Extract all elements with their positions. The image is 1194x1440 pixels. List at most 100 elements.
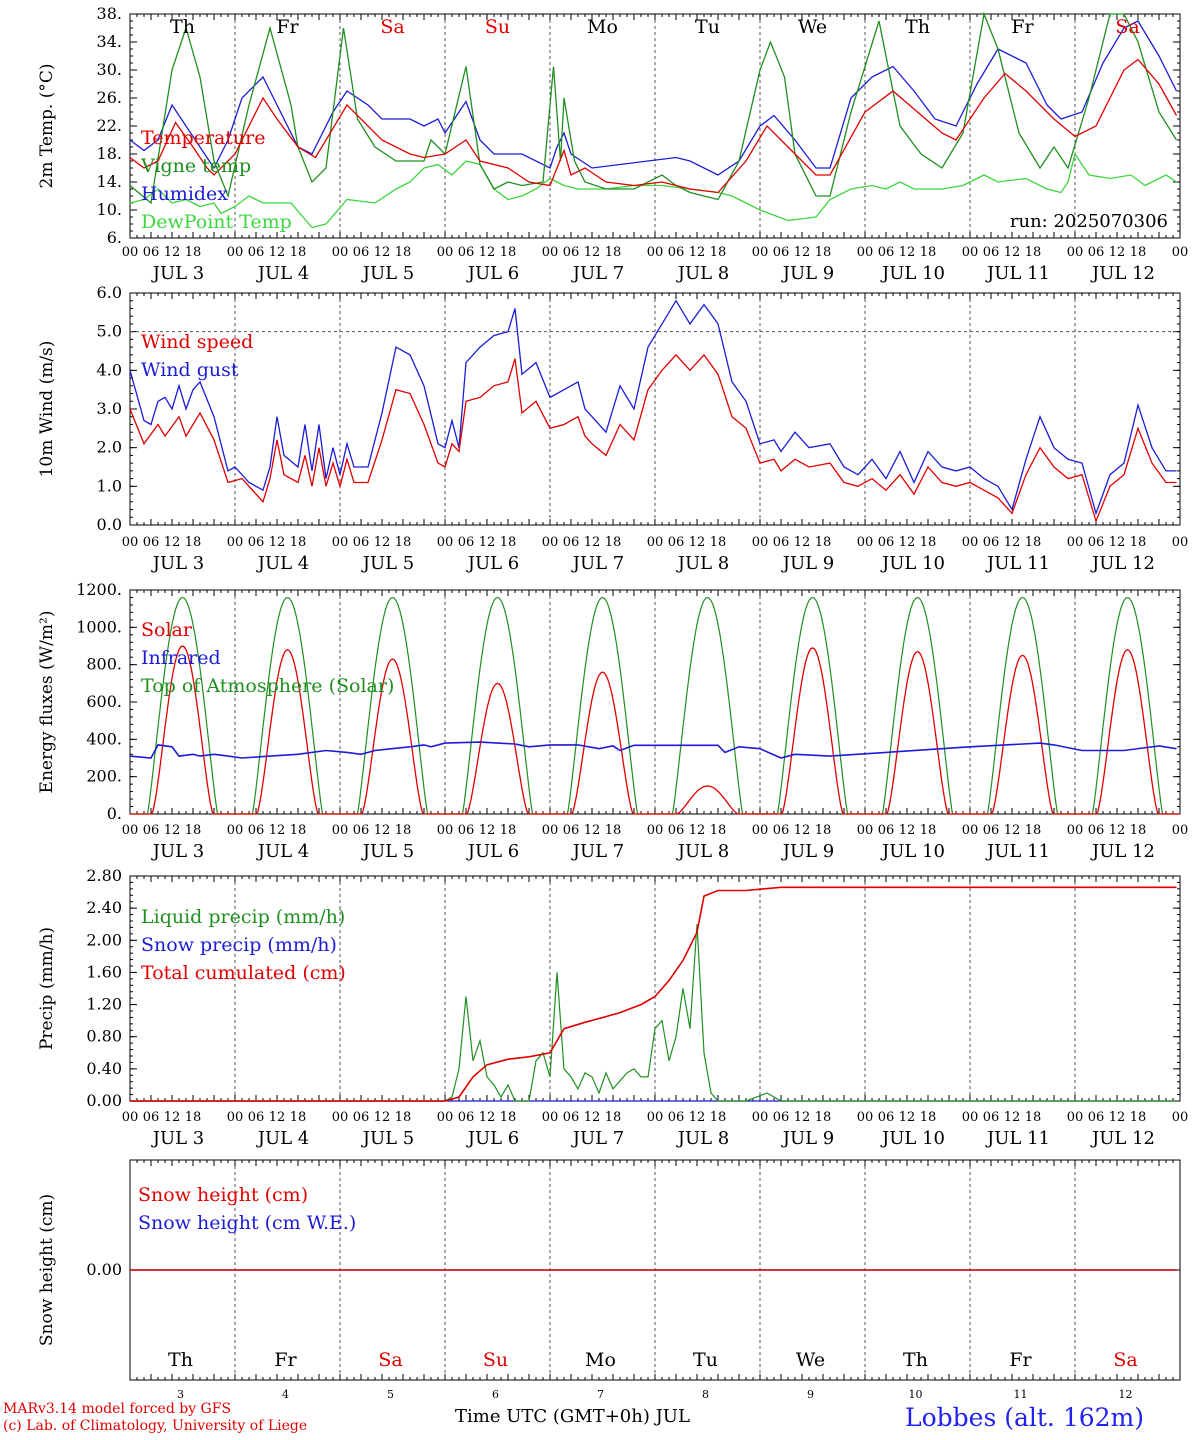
- hour-tick-label: 00: [1067, 245, 1084, 260]
- hour-tick-label: 00: [227, 535, 244, 550]
- date-label: JUL 10: [880, 841, 945, 862]
- hour-tick-label: 18: [920, 245, 937, 260]
- date-label: JUL 9: [781, 841, 835, 862]
- hour-tick-label: 06: [353, 245, 370, 260]
- hour-tick-label: 18: [290, 245, 307, 260]
- hour-tick-label: 18: [395, 535, 412, 550]
- hour-tick-label: 18: [395, 1110, 412, 1125]
- y-tick-label: 0.80: [86, 1027, 122, 1046]
- hour-tick-label: 00: [332, 823, 349, 838]
- hour-tick-label: 18: [500, 535, 517, 550]
- model-label: MARv3.14 model forced by GFS: [3, 1401, 232, 1417]
- day-number-label: 8: [702, 1388, 709, 1400]
- series-wind-speed: [129, 353, 1177, 524]
- weekday-label: Tu: [695, 16, 720, 38]
- y-tick-label: 1.0: [97, 476, 122, 495]
- hour-tick-label: 12: [794, 535, 811, 550]
- hour-tick-label: 06: [773, 245, 790, 260]
- hour-tick-label: 00: [332, 245, 349, 260]
- hour-tick-label: 12: [269, 823, 286, 838]
- hour-tick-label: 18: [290, 1110, 307, 1125]
- date-label: JUL 7: [571, 841, 625, 862]
- series-solar: [130, 645, 1180, 815]
- hour-tick-label: 06: [1088, 245, 1105, 260]
- y-axis-label-3: Energy fluxes (W/m²): [37, 611, 57, 794]
- hour-tick-label: 00: [542, 245, 559, 260]
- y-tick-label: 1200.: [76, 580, 122, 599]
- hour-tick-label: 12: [1004, 823, 1021, 838]
- weekday-label: Fr: [274, 1349, 297, 1371]
- y-tick-label: 2.00: [86, 930, 122, 949]
- hour-tick-label: 18: [1130, 823, 1147, 838]
- hour-tick-label: 06: [1088, 823, 1105, 838]
- date-label: JUL 11: [985, 263, 1050, 284]
- date-label: JUL 11: [985, 553, 1050, 574]
- date-label: JUL 8: [676, 263, 730, 284]
- hour-tick-label: 12: [1004, 1110, 1021, 1125]
- hour-tick-label: 18: [815, 535, 832, 550]
- day-number-label: 6: [492, 1388, 499, 1400]
- y-tick-label: 4.0: [97, 360, 122, 379]
- y-axis-label-4: Precip (mm/h): [37, 927, 57, 1050]
- day-number-label: 3: [177, 1388, 184, 1400]
- hour-tick-label: 00: [752, 1110, 769, 1125]
- hour-tick-label: 18: [710, 1110, 727, 1125]
- hour-tick-label: 00: [857, 535, 874, 550]
- hour-tick-label: 12: [584, 823, 601, 838]
- hour-tick-label: 06: [563, 245, 580, 260]
- series-liquid-precip: [130, 924, 1177, 1102]
- weekday-label: Th: [170, 16, 195, 38]
- hour-tick-label: 12: [164, 823, 181, 838]
- date-label: JUL 8: [676, 553, 730, 574]
- hour-tick-label: 18: [605, 1110, 622, 1125]
- y-tick-label: 1000.: [76, 617, 122, 636]
- hour-tick-label: 06: [353, 823, 370, 838]
- y-tick-label: 1.60: [86, 962, 122, 981]
- y-tick-label: 2.0: [97, 438, 122, 457]
- hour-tick-label: 12: [269, 535, 286, 550]
- y-tick-label: 6.0: [97, 283, 122, 302]
- hour-tick-label: 00: [752, 535, 769, 550]
- hour-tick-label: 06: [248, 245, 265, 260]
- hour-tick-label: 12: [164, 535, 181, 550]
- hour-tick-label: 06: [143, 823, 160, 838]
- hour-tick-label: 00: [332, 535, 349, 550]
- hour-tick-label: 00: [962, 535, 979, 550]
- legend-entry: Snow precip (mm/h): [141, 934, 337, 956]
- hour-tick-label: 18: [815, 245, 832, 260]
- hour-tick-label: 12: [794, 245, 811, 260]
- run-annotation: run: 2025070306: [1010, 211, 1168, 232]
- y-tick-label: 0.00: [86, 1260, 122, 1279]
- hour-tick-label: 06: [458, 823, 475, 838]
- date-label: JUL 5: [361, 1128, 415, 1149]
- weekday-label: Fr: [276, 16, 299, 38]
- y-axis-label-2: 10m Wind (m/s): [37, 341, 57, 478]
- weekday-label: Tu: [693, 1349, 718, 1371]
- hour-tick-label: 12: [1109, 245, 1126, 260]
- hour-tick-label: 06: [248, 535, 265, 550]
- hour-tick-label: 12: [899, 823, 916, 838]
- day-number-label: 10: [909, 1388, 923, 1400]
- hour-tick-label: 12: [794, 1110, 811, 1125]
- hour-tick-label: 18: [395, 245, 412, 260]
- legend-entry: DewPoint Temp: [141, 211, 292, 233]
- hour-tick-label: 00: [962, 1110, 979, 1125]
- hour-tick-label: 00: [542, 1110, 559, 1125]
- hour-tick-label: 00: [122, 1110, 139, 1125]
- date-label: JUL 12: [1090, 263, 1155, 284]
- hour-tick-label: 12: [584, 1110, 601, 1125]
- hour-tick-label: 12: [1109, 1110, 1126, 1125]
- hour-tick-label: 12: [899, 535, 916, 550]
- hour-tick-label: 06: [668, 823, 685, 838]
- hour-tick-label: 18: [1025, 535, 1042, 550]
- date-label: JUL 6: [466, 263, 520, 284]
- series-wind-gust: [129, 299, 1177, 516]
- series-humidex: [129, 20, 1178, 176]
- y-tick-label: 0.0: [97, 515, 122, 534]
- date-label: JUL 3: [151, 553, 205, 574]
- y-tick-label: 30.: [97, 60, 122, 79]
- day-number-label: 4: [282, 1388, 289, 1400]
- hour-tick-label: 12: [899, 1110, 916, 1125]
- model-credit: MARv3.14 model forced by GFS (c) Lab. of…: [3, 1401, 307, 1435]
- hour-tick-label: 00: [332, 1110, 349, 1125]
